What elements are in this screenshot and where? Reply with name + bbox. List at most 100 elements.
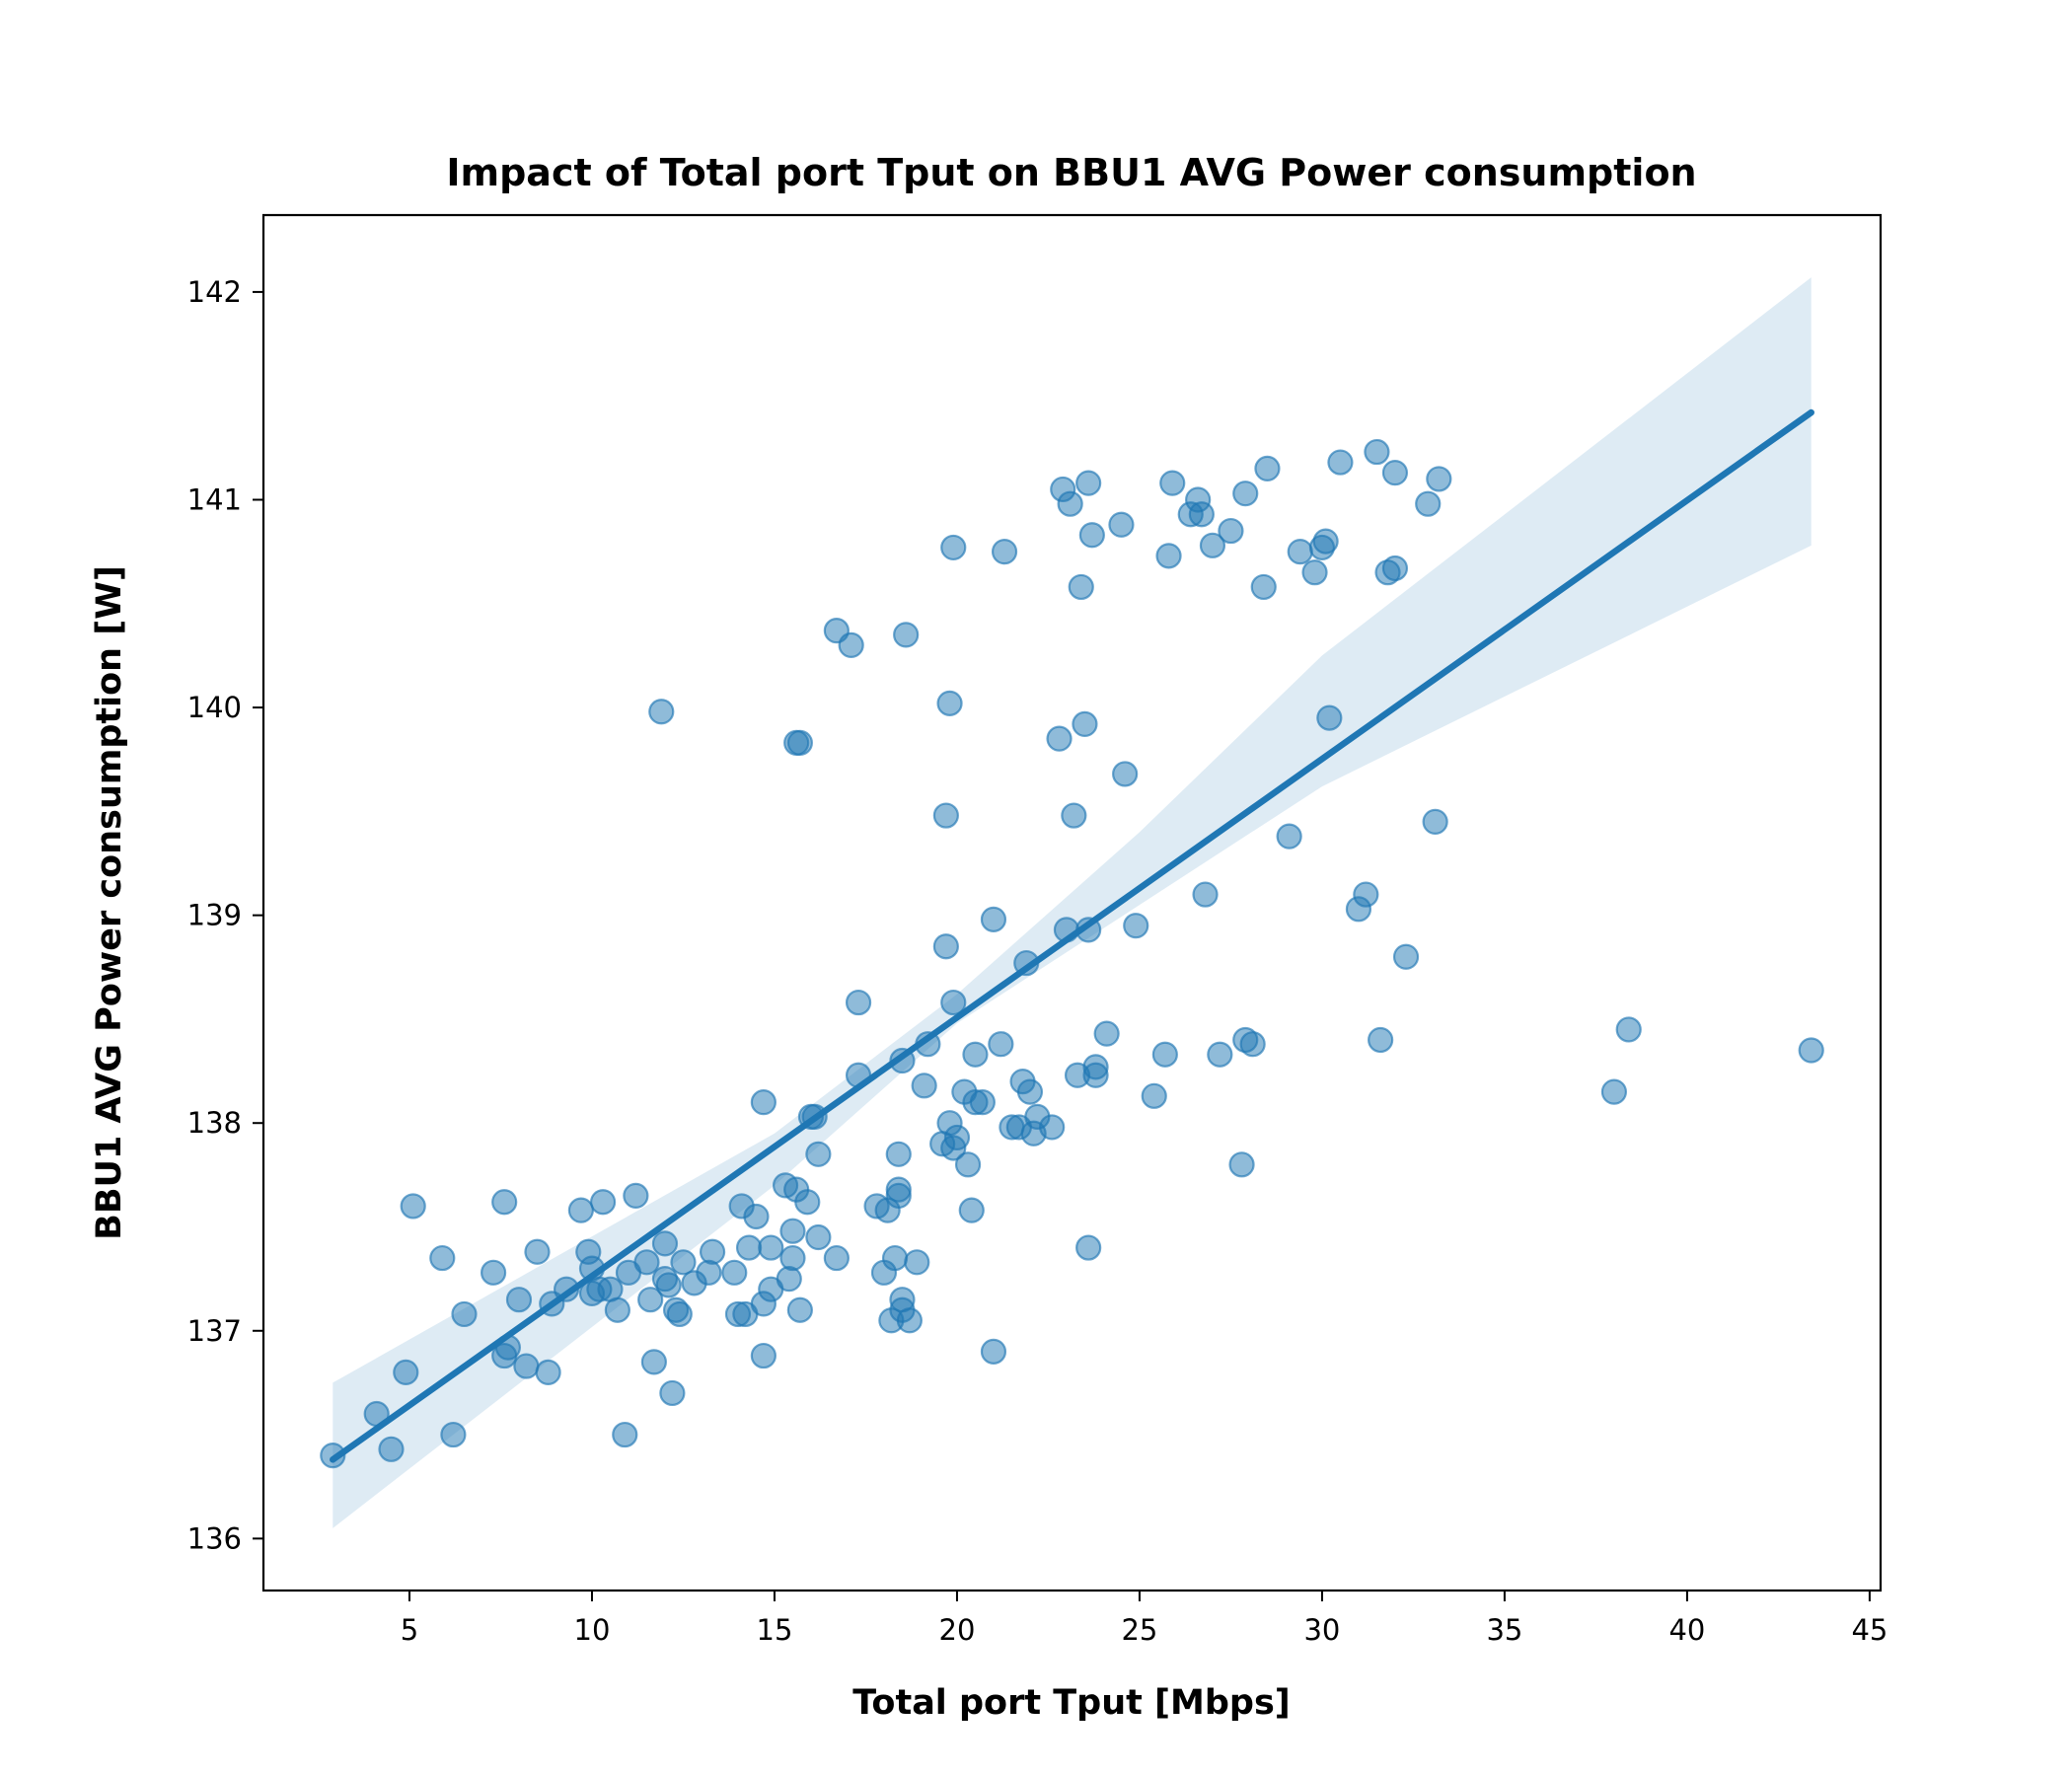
data-point [980,1338,1007,1365]
data-point [1254,455,1281,482]
data-point [1207,1041,1233,1068]
data-point [936,690,963,716]
data-point [969,1089,996,1116]
data-point [1312,528,1339,555]
data-point [932,802,959,829]
data-point [1218,517,1244,545]
data-point [640,1349,667,1375]
data-point [1093,1020,1120,1047]
data-point [786,1296,813,1323]
data-point [893,622,920,648]
data-point [648,699,675,725]
data-point [505,1287,533,1313]
data-point [954,1151,982,1178]
data-point [779,1218,806,1244]
data-point [911,1073,937,1099]
data-point [699,1238,726,1265]
y-tick-label: 141 [187,482,242,516]
data-point [845,989,872,1016]
plot-frame [261,213,1883,1592]
x-tick-label: 30 [1303,1613,1340,1647]
data-point [962,1041,989,1068]
data-point [524,1238,551,1265]
y-tick-label: 140 [187,691,242,724]
data-point [1199,532,1226,558]
data-point [885,1176,912,1203]
data-point [1082,1062,1109,1088]
data-point [1151,1041,1178,1068]
data-point [805,1223,832,1251]
x-tick-label: 10 [574,1613,611,1647]
y-axis: 136 137 138 139 140 141 142 [187,275,263,1555]
data-point [779,1244,806,1272]
data-point [1155,543,1182,569]
data-point [659,1379,686,1407]
y-tick-label: 138 [187,1106,242,1140]
data-point [1392,943,1420,970]
x-tick-label: 25 [1121,1613,1157,1647]
data-point [1192,881,1219,908]
regression-line [330,408,1814,1463]
data-point [1075,1234,1102,1261]
confidence-band-layer [333,277,1812,1528]
data-point [320,1443,346,1469]
chart-title: Impact of Total port Tput on BBU1 AVG Po… [446,151,1696,194]
data-point [1368,1026,1394,1054]
data-point [480,1259,507,1286]
data-point [651,1230,679,1257]
data-point [958,1197,985,1223]
data-point [1381,460,1409,486]
x-axis-label: Total port Tput [Mbps] [852,1683,1291,1723]
y-axis-label: BBU1 AVG Power consumption [W] [90,565,129,1240]
data-point [451,1300,478,1328]
data-point [805,1141,832,1167]
y-tick-label: 142 [187,275,242,309]
data-point [612,1421,638,1448]
data-point [758,1234,784,1261]
regression-line-layer [330,408,1814,1463]
data-point [1615,1016,1642,1043]
data-point [696,1259,722,1286]
data-point [393,1359,419,1385]
x-axis: 5 10 15 20 25 30 35 40 45 [401,1591,1887,1647]
data-point [604,1296,630,1323]
data-point [896,1307,923,1334]
data-point [1239,1031,1266,1058]
x-tick-label: 15 [757,1613,793,1647]
data-point [991,539,1018,565]
data-point [1415,490,1442,517]
data-point [440,1421,467,1448]
data-point [1141,1082,1167,1109]
data-point [1188,501,1215,528]
data-point [1287,539,1313,565]
data-point [655,1272,682,1298]
data-point [1422,808,1448,835]
data-point [980,906,1007,932]
data-point [1250,573,1277,601]
data-point [567,1197,594,1223]
x-tick-label: 5 [401,1613,418,1647]
data-point [988,1031,1014,1058]
data-point [633,1249,660,1276]
data-point [1057,490,1083,517]
data-point [1075,470,1102,496]
data-point [513,1353,540,1379]
data-point [1068,573,1094,601]
data-point [721,1259,748,1286]
data-point [932,933,959,960]
x-tick-label: 40 [1668,1613,1705,1647]
data-point [1046,725,1073,752]
data-point [743,1203,770,1230]
data-point [1123,913,1149,939]
data-point [429,1244,456,1272]
data-point [1108,511,1135,538]
x-tick-label: 45 [1851,1613,1887,1647]
data-points-layer [320,438,1824,1469]
data-point [670,1249,697,1276]
data-point [1301,559,1328,586]
data-point [940,989,967,1016]
data-point [1039,1114,1066,1141]
data-point [1078,522,1105,549]
data-point [400,1193,426,1220]
data-point [1798,1037,1824,1064]
